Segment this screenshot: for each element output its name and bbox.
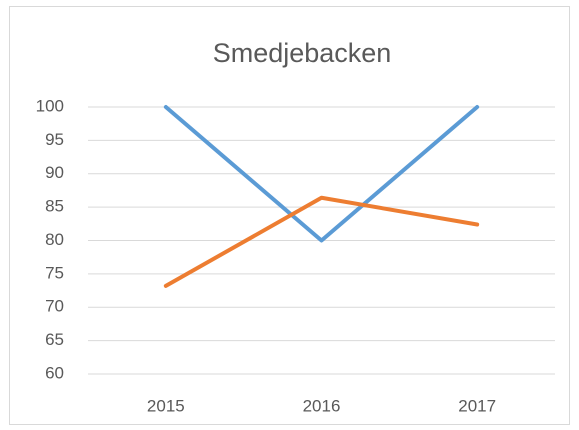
x-tick-label: 2016 [303,396,341,415]
y-tick-label: 75 [45,263,64,282]
y-tick-label: 90 [45,163,64,182]
y-tick-label: 80 [45,230,64,249]
y-tick-label: 100 [36,96,64,115]
series-line [163,105,480,243]
y-tick-label: 60 [45,363,64,382]
x-tick-label: 2017 [458,396,496,415]
y-tick-label: 85 [45,197,64,216]
x-tick-label: 2015 [147,396,185,415]
y-tick-label: 70 [45,297,64,316]
series-line [163,195,480,288]
y-tick-label: 95 [45,130,64,149]
chart-title: Smedjebacken [213,38,392,68]
y-tick-label: 65 [45,330,64,349]
